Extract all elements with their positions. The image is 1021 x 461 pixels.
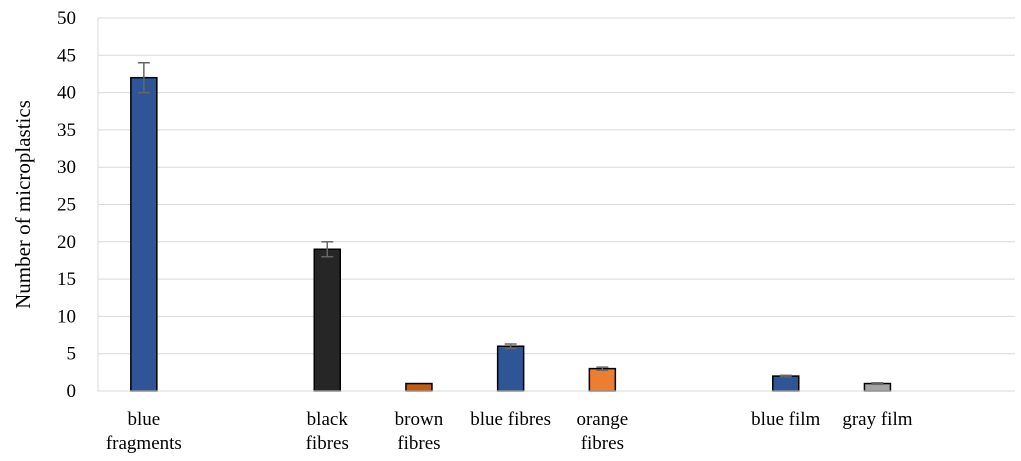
y-axis-title: Number of microplastics xyxy=(11,100,35,309)
x-axis-labels: blue fragments black fibres brown fibres blue … xyxy=(106,409,913,454)
gridlines xyxy=(98,17,1015,355)
x-tick-label: fibres xyxy=(397,433,440,454)
y-tick-label: 10 xyxy=(57,306,76,327)
x-tick-label: orange xyxy=(576,409,628,430)
x-tick-label: fibres xyxy=(306,433,349,454)
y-tick-label: 40 xyxy=(57,83,76,104)
y-tick-label: 20 xyxy=(57,232,76,253)
bar xyxy=(772,375,800,392)
y-tick-label: 5 xyxy=(67,344,77,365)
bar xyxy=(405,382,433,392)
y-tick-label: 0 xyxy=(67,381,77,402)
error-bars xyxy=(137,62,884,386)
x-tick-label: brown xyxy=(395,409,444,430)
y-tick-label: 35 xyxy=(57,120,76,141)
x-tick-label: fibres xyxy=(581,433,624,454)
bar xyxy=(313,248,341,392)
bar xyxy=(130,76,158,392)
x-tick-label: black xyxy=(307,409,349,430)
bar xyxy=(496,345,525,392)
x-tick-label: gray film xyxy=(842,409,912,430)
x-tick-label: blue fibres xyxy=(470,409,551,430)
x-tick-label: blue xyxy=(127,409,160,430)
x-tick-label: blue film xyxy=(751,409,820,430)
y-tick-label: 15 xyxy=(57,269,76,290)
y-tick-label: 50 xyxy=(57,8,76,29)
y-tick-label: 45 xyxy=(57,45,76,66)
y-axis-ticks: 0 5 10 15 20 25 30 35 40 45 50 xyxy=(57,8,76,402)
x-tick-label: fragments xyxy=(106,433,182,454)
y-tick-label: 25 xyxy=(57,195,76,216)
bar xyxy=(588,367,617,392)
y-tick-label: 30 xyxy=(57,157,76,178)
